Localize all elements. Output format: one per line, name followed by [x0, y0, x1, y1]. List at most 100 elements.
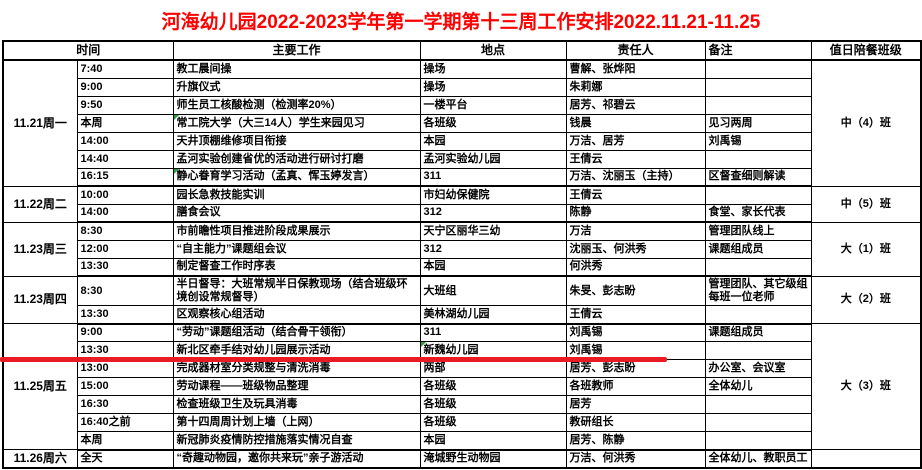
work-cell: 膳食会议 [172, 203, 421, 223]
table-row: 13:30 区观察核心组活动 美林湖幼儿园 王倩云 [3, 305, 921, 325]
person-cell: 万洁、何洪秀 [565, 449, 706, 469]
work-cell: 完成器材室分类规整与清洗消毒 [172, 359, 421, 378]
person-cell: 王倩云 [565, 149, 706, 169]
time-cell: 14:40 [76, 149, 174, 169]
time-cell: 13:30 [76, 305, 174, 325]
person-cell: 居芳 [565, 395, 706, 414]
cell-corner-flag-icon [421, 342, 426, 347]
note-cell: 区督查细则解读 [704, 167, 812, 187]
day-label: 11.26周六 [2, 449, 78, 469]
work-cell: 第十四周周计划上墙（上网） [172, 413, 421, 432]
location-cell: 新魏幼儿园 [419, 341, 567, 360]
note-cell [704, 77, 812, 97]
person-cell: 各班教师 [565, 377, 706, 396]
time-cell: 13:00 [76, 359, 174, 378]
work-cell: 区观察核心组活动 [172, 305, 421, 325]
page-title: 河海幼儿园2022-2023学年第一学期第十三周工作安排2022.11.21-1… [161, 11, 761, 33]
note-cell [704, 305, 812, 325]
location-cell: 美林湖幼儿园 [419, 305, 567, 325]
person-cell: 朱莉娜 [565, 77, 706, 97]
location-cell: 311 [419, 167, 567, 187]
location-cell: 本园 [419, 431, 567, 451]
person-cell: 居芳、祁碧云 [565, 95, 706, 115]
location-cell: 本园 [419, 257, 567, 277]
location-cell: 大班组 [419, 275, 567, 306]
red-underline-annotation [0, 356, 667, 362]
note-cell [704, 395, 812, 414]
table-row: 本周 新冠肺炎疫情防控措施落实情况自查 本园 居芳、陈静 [3, 431, 921, 451]
table-row: 16:30 检查班级卫生及玩具消毒 各班级 居芳 [3, 395, 921, 414]
time-cell: 9:50 [76, 95, 174, 115]
note-cell [704, 257, 812, 277]
column-header-person: 责任人 [565, 40, 706, 61]
work-cell: 半日督导：大班常规半日保教现场（结合班级环境创设常规督导） [172, 275, 421, 306]
time-cell: 13:30 [76, 257, 174, 277]
location-cell: 操场 [419, 59, 567, 79]
time-cell: 全天 [76, 449, 174, 469]
time-cell: 本周 [76, 113, 174, 133]
table-row: 11.23周三 8:30 市前瞻性项目推进阶段成果展示 天宁区丽华三幼 万洁 管理团队线上… [2, 221, 922, 277]
schedule-body: 11.21周一 7:40 教工晨间操 操场 曹解、张烨阳 中（4）班 9:00 升旗仪式 操场朱… [2, 59, 922, 469]
time-cell: 16:30 [76, 395, 174, 414]
location-cell: 各班级 [419, 395, 567, 414]
table-row: 9:00 升旗仪式 操场 朱莉娜 [3, 77, 921, 97]
note-cell [704, 149, 812, 169]
note-cell: 全体幼儿 [704, 377, 812, 396]
note-cell [704, 431, 812, 451]
table-row: 11.21周一 7:40 教工晨间操 操场 曹解、张烨阳 中（4）班 [2, 59, 922, 187]
location-cell: 311 [419, 323, 567, 342]
person-cell: 陈静 [565, 203, 706, 223]
day-label: 11.25周五 [2, 323, 78, 450]
time-cell: 9:00 [76, 323, 174, 342]
person-cell: 万洁、沈丽玉（主持） [565, 167, 706, 187]
person-cell: 刘禹锡 [565, 323, 706, 342]
location-cell: 各班级 [419, 113, 567, 133]
person-cell: 教研组长 [565, 413, 706, 432]
time-cell: 7:40 [76, 59, 174, 79]
schedule-table: 时间 主要工作 地点 责任人 备注 值日陪餐班级 11.21周一 7:40 教工晨间… [2, 40, 922, 469]
table-row: 16:40之前 第十四周周计划上墙（上网） 各班级 教研组长 [3, 413, 921, 432]
table-row: 16:15 静心眷育学习活动（孟真、恽玉婷发言） 311 万洁、沈丽玉（主持） 区督查细… [3, 167, 921, 187]
duty-class-cell: 中（5）班 [810, 185, 922, 223]
header-row: 时间 主要工作 地点 责任人 备注 值日陪餐班级 [2, 40, 922, 61]
day-label: 11.23周四 [2, 275, 78, 324]
table-row: 14:40 孟河实验创建省优的活动进行研讨打磨 孟河实验幼儿园 王倩云 [3, 149, 921, 169]
table-row: 14:00 膳食会议 312 陈静 食堂、家长代表 [3, 203, 921, 223]
work-cell: 师生员工核酸检测（检测率20%） [172, 95, 421, 115]
work-cell: 新冠肺炎疫情防控措施落实情况自查 [172, 431, 421, 451]
cell-corner-flag-icon [174, 115, 179, 120]
table-row: 11.25周五 9:00 “劳动”课题组活动（结合骨干领衔） 311 刘禹锡 课题组成员大… [2, 323, 922, 450]
note-cell: 食堂、家长代表 [704, 203, 812, 223]
note-cell [704, 341, 812, 360]
note-cell: 管理团队、其它级组每班一位老师 [704, 275, 812, 306]
person-cell: 钱晨 [565, 113, 706, 133]
cell-corner-flag-icon [174, 169, 179, 174]
work-cell: 升旗仪式 [172, 77, 421, 97]
location-cell: 孟河实验幼儿园 [419, 149, 567, 169]
note-cell: 课题组成员 [704, 323, 812, 342]
time-cell: 15:00 [76, 377, 174, 396]
note-cell: 见习两周 [704, 113, 812, 133]
column-header-note: 备注 [704, 40, 812, 61]
note-cell: 办公室、会议室 [704, 359, 812, 378]
note-cell: 刘禹锡 [704, 131, 812, 151]
person-cell: 王倩云 [565, 305, 706, 325]
table-row: 11.23周四 8:30 半日督导：大班常规半日保教现场（结合班级环境创设常规督导）… [2, 275, 922, 324]
location-cell: 天宁区丽华三幼 [419, 221, 567, 241]
work-cell: 孟河实验创建省优的活动进行研讨打磨 [172, 149, 421, 169]
time-cell: 14:00 [76, 131, 174, 151]
table-row: 11.26周六 全天 “奇趣动物园，邀你共来玩”亲子游活动 淹城野生动物园 万洁、何洪秀… [2, 449, 922, 469]
day-label: 11.21周一 [2, 59, 78, 187]
day-label: 11.22周二 [2, 185, 78, 223]
time-cell: 10:00 [76, 185, 174, 205]
person-cell: 沈丽玉、何洪秀 [565, 239, 706, 259]
location-cell: 312 [419, 203, 567, 223]
work-cell: 劳动课程——班级物品整理 [172, 377, 421, 396]
time-cell: 13:30 [76, 341, 174, 360]
duty-class-cell: 大（3）班 [810, 323, 922, 450]
note-cell [704, 185, 812, 205]
table-row: 11.22周二 10:00 园长急救技能实训 市妇幼保健院 王倩云 中（5）班 [2, 185, 922, 223]
table-row: 14:00 天井顶棚维修项目衔接 本园 万洁、居芳 刘禹锡 [3, 131, 921, 151]
location-cell: 市妇幼保健院 [419, 185, 567, 205]
